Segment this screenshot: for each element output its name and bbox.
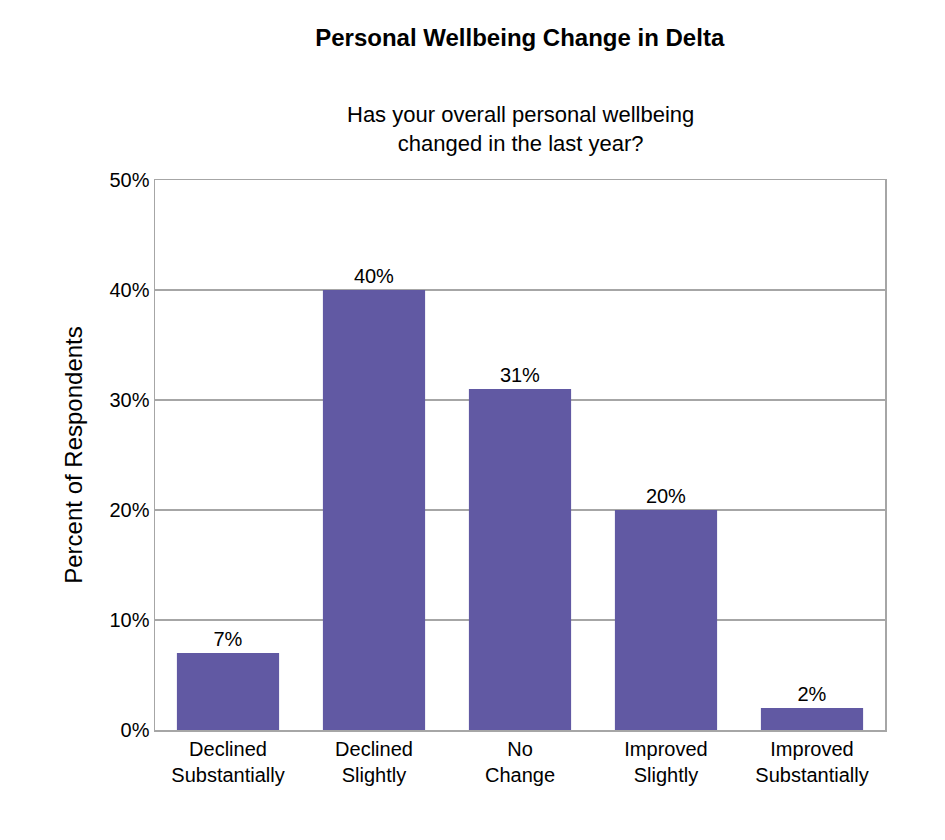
svg-text:Percent of Respondents: Percent of Respondents bbox=[60, 326, 87, 584]
svg-text:10%: 10% bbox=[109, 609, 149, 631]
svg-text:31%: 31% bbox=[500, 364, 540, 386]
svg-text:2%: 2% bbox=[797, 683, 826, 705]
svg-text:Has your overall personal well: Has your overall personal wellbeingchang… bbox=[347, 102, 694, 156]
svg-text:40%: 40% bbox=[354, 265, 394, 287]
svg-text:0%: 0% bbox=[121, 719, 150, 741]
svg-text:DeclinedSubstantially: DeclinedSubstantially bbox=[171, 738, 284, 786]
svg-text:50%: 50% bbox=[109, 169, 149, 191]
svg-text:DeclinedSlightly: DeclinedSlightly bbox=[335, 738, 413, 786]
svg-text:Personal Wellbeing Change in D: Personal Wellbeing Change in Delta bbox=[315, 24, 725, 51]
svg-text:NoChange: NoChange bbox=[485, 738, 555, 786]
svg-text:40%: 40% bbox=[109, 279, 149, 301]
svg-text:ImprovedSlightly: ImprovedSlightly bbox=[624, 738, 707, 786]
svg-text:20%: 20% bbox=[109, 499, 149, 521]
svg-text:7%: 7% bbox=[213, 628, 242, 650]
svg-text:20%: 20% bbox=[646, 485, 686, 507]
svg-text:ImprovedSubstantially: ImprovedSubstantially bbox=[755, 738, 868, 786]
svg-text:30%: 30% bbox=[109, 389, 149, 411]
